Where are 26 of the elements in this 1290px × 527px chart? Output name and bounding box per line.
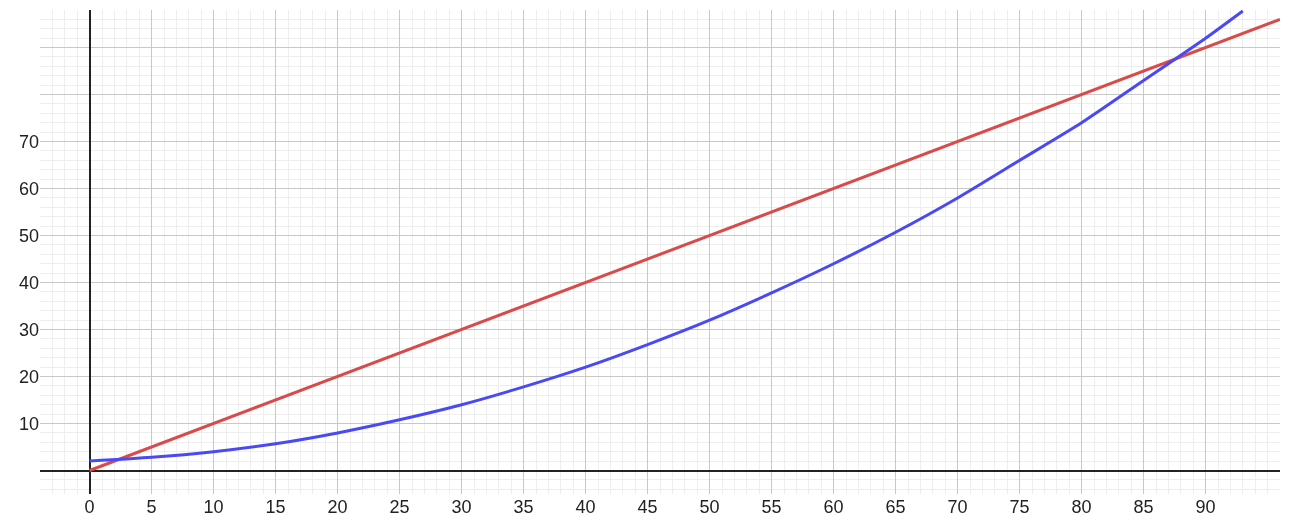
y-tick-label: 20 — [18, 366, 39, 387]
x-tick-label: 15 — [265, 497, 286, 517]
x-tick-label: 40 — [575, 497, 596, 517]
y-tick-label: 40 — [18, 272, 39, 293]
x-tick-label: 10 — [203, 497, 224, 517]
x-tick-label: 30 — [451, 497, 472, 517]
y-tick-label: 70 — [18, 131, 39, 152]
x-tick-label: 25 — [389, 497, 410, 517]
x-tick-label: 75 — [1009, 497, 1030, 517]
x-tick-label: 20 — [327, 497, 348, 517]
x-tick-label: 5 — [146, 497, 157, 517]
x-tick-label: 60 — [823, 497, 844, 517]
x-tick-label: 55 — [761, 497, 782, 517]
x-tick-label: 45 — [637, 497, 658, 517]
y-tick-label: 60 — [18, 178, 39, 199]
x-tick-label: 65 — [885, 497, 906, 517]
x-tick-label: 85 — [1133, 497, 1154, 517]
x-tick-label: 0 — [84, 497, 95, 517]
x-tick-label: 90 — [1195, 497, 1216, 517]
x-tick-label: 70 — [947, 497, 968, 517]
x-tick-label: 80 — [1071, 497, 1092, 517]
y-tick-label: 50 — [18, 225, 39, 246]
y-tick-label: 30 — [18, 319, 39, 340]
y-tick-label: 10 — [18, 413, 39, 434]
x-tick-label: 35 — [513, 497, 534, 517]
x-tick-label: 50 — [699, 497, 720, 517]
